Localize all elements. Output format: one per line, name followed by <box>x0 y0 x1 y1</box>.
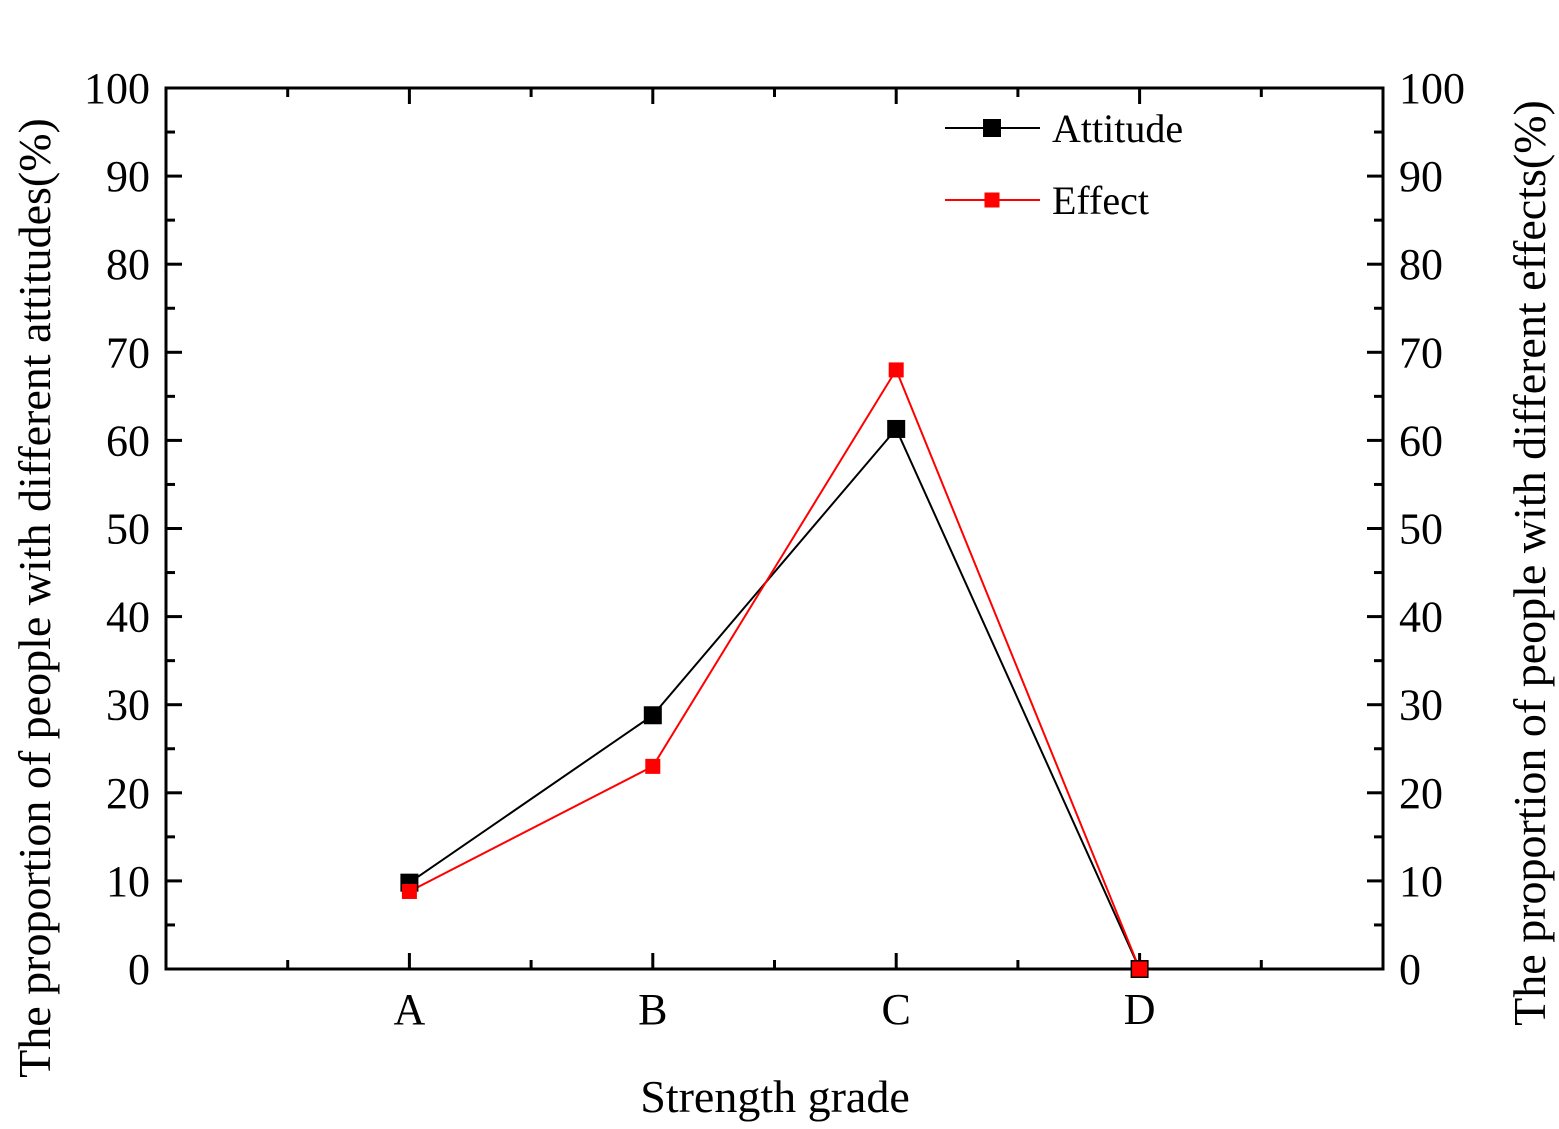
y-axis-title-left: The proportion of people with different … <box>9 118 60 1078</box>
y-tick-label-right: 60 <box>1399 416 1443 465</box>
y-tick-label-right: 100 <box>1399 64 1465 113</box>
y-tick-label-left: 90 <box>106 152 150 201</box>
y-tick-label-right: 40 <box>1399 593 1443 642</box>
data-point-attitude-b <box>643 706 662 725</box>
y-tick-label-left: 100 <box>84 64 150 113</box>
legend-marker-attitude <box>983 119 1001 137</box>
series-line-effect <box>408 367 1141 970</box>
y-tick-label-right: 30 <box>1399 681 1443 730</box>
x-tick-label: A <box>394 985 426 1034</box>
data-point-effect-a <box>401 883 417 899</box>
y-tick-label-left: 10 <box>106 857 150 906</box>
legend-label-attitude: Attitude <box>1052 106 1183 151</box>
data-point-effect-b <box>645 758 661 774</box>
axes-layer <box>164 86 1385 971</box>
legend: Attitude Effect <box>945 106 1183 223</box>
y-tick-label-right: 80 <box>1399 240 1443 289</box>
y-tick-label-right: 70 <box>1399 328 1443 377</box>
y-tick-label-left: 40 <box>106 593 150 642</box>
y-tick-label-left: 0 <box>128 945 150 994</box>
series-line-attitude <box>408 427 1141 970</box>
data-point-effect-c <box>888 362 904 378</box>
y-tick-label-left: 70 <box>106 328 150 377</box>
y-tick-label-left: 30 <box>106 681 150 730</box>
y-tick-label-left: 60 <box>106 416 150 465</box>
ticks-layer: 0 0 10 10 20 20 30 30 40 40 50 50 60 60 70 70 80 80 90 90 10… <box>84 64 1465 1034</box>
data-point-effect-d <box>1132 961 1148 977</box>
x-axis-title: Strength grade <box>640 1071 910 1122</box>
legend-label-effect: Effect <box>1052 178 1149 223</box>
x-tick-label: D <box>1124 985 1156 1034</box>
y-tick-label-right: 0 <box>1399 945 1421 994</box>
y-tick-label-left: 80 <box>106 240 150 289</box>
x-tick-label: C <box>882 985 911 1034</box>
y-tick-label-right: 10 <box>1399 857 1443 906</box>
y-tick-label-right: 20 <box>1399 769 1443 818</box>
legend-marker-effect <box>984 192 1000 208</box>
data-point-attitude-c <box>887 419 906 438</box>
x-tick-label: B <box>638 985 667 1034</box>
series-layer <box>400 362 1149 978</box>
plot-frame <box>164 86 1385 971</box>
y-tick-label-left: 50 <box>106 505 150 554</box>
y-tick-label-right: 90 <box>1399 152 1443 201</box>
y-tick-label-right: 50 <box>1399 505 1443 554</box>
y-tick-label-left: 20 <box>106 769 150 818</box>
y-axis-title-right: The proportion of people with different … <box>1504 100 1555 1026</box>
